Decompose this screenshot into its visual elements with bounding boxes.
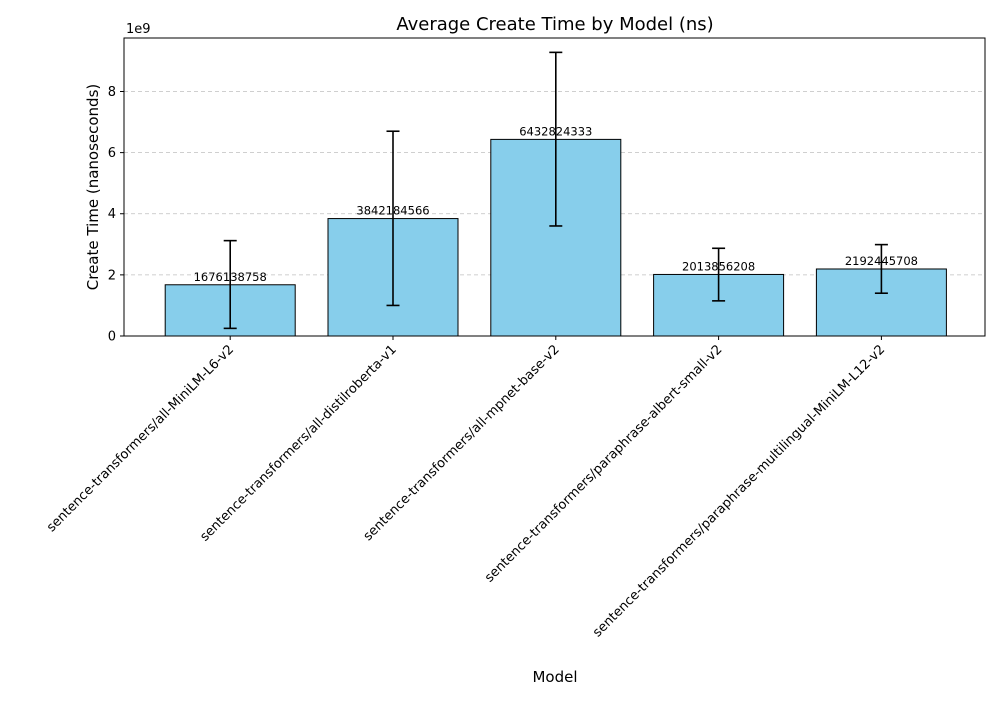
bar-value-label: 6432824333 bbox=[519, 124, 592, 138]
chart-title: Average Create Time by Model (ns) bbox=[396, 14, 713, 35]
y-tick-label: 6 bbox=[108, 146, 116, 161]
x-tick-label: sentence-transformers/all-MiniLM-L6-v2 bbox=[44, 342, 237, 535]
value-labels-layer: 1676138758 3842184566 6432824333 2013856208… bbox=[194, 124, 918, 283]
x-tick-label: sentence-transformers/all-mpnet-base-v2 bbox=[361, 342, 563, 544]
y-ticks-layer: 0 2 4 6 8 bbox=[108, 85, 124, 345]
y-tick-label: 4 bbox=[108, 207, 116, 222]
y-tick-label: 8 bbox=[108, 85, 116, 100]
y-tick-label: 0 bbox=[108, 330, 116, 345]
x-tick-label: sentence-transformers/paraphrase-multili… bbox=[590, 342, 888, 640]
bar-value-label: 3842184566 bbox=[356, 204, 429, 218]
bar-value-label: 2192445708 bbox=[845, 254, 918, 268]
y-axis-offset-label: 1e9 bbox=[126, 22, 151, 37]
x-axis-label: Model bbox=[532, 668, 577, 686]
error-bars-layer bbox=[223, 51, 888, 330]
plot-frame bbox=[123, 37, 986, 337]
bar-value-label: 2013856208 bbox=[682, 259, 755, 273]
y-tick-label: 2 bbox=[108, 268, 116, 283]
y-axis-label: Create Time (nanoseconds) bbox=[84, 84, 102, 290]
x-tick-label: sentence-transformers/all-distilroberta-… bbox=[197, 342, 399, 544]
x-ticks-layer: sentence-transformers/all-MiniLM-L6-v2se… bbox=[44, 336, 888, 640]
bar-value-label: 1676138758 bbox=[194, 270, 267, 284]
